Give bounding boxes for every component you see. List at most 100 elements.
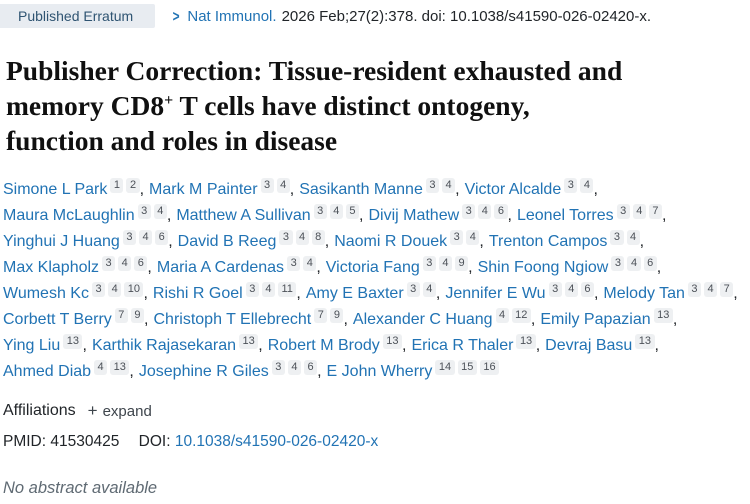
author-link[interactable]: Christoph T Ellebrecht [153,311,312,328]
author-link[interactable]: Josephine R Giles [138,363,269,380]
author-separator: , [535,337,541,354]
affiliation-number-badge: 4 [287,359,301,375]
author-link[interactable]: Wumesh Kc [3,285,89,302]
author-link[interactable]: Devraj Basu [545,337,633,354]
author-separator: , [166,207,172,224]
author-item: Erica R Thaler 13, [411,333,540,359]
affiliation-number-badge: 3 [260,177,274,193]
author-link[interactable]: Divij Mathew [368,207,460,224]
affiliation-number-badge: 6 [580,281,594,297]
author-item: Simone L Park 1 2, [3,177,144,203]
author-separator: , [593,285,599,302]
affiliation-number-badge: 7 [114,307,128,323]
author-link[interactable]: Rishi R Goel [152,285,243,302]
author-link[interactable]: E John Wherry [326,363,433,380]
author-link[interactable]: Shin Foong Ngiow [477,259,609,276]
affiliation-number-badge: 14 [435,359,455,375]
pmid-label: PMID: [3,433,47,450]
author-item: Devraj Basu 13, [545,333,659,359]
author-link[interactable]: Jennifer E Wu [445,285,546,302]
affiliation-number-badge: 4 [495,307,509,323]
author-link[interactable]: Naomi R Douek [334,233,448,250]
pubmed-article-page: Published Erratum > Nat Immunol. 2026 Fe… [0,4,750,504]
affiliation-number-badge: 4 [704,281,718,297]
affiliation-number-badge: 4 [118,255,132,271]
affiliation-number-badge: 3 [450,229,464,245]
affiliation-number-badge: 4 [153,203,167,219]
affiliation-number-badge: 6 [643,255,657,271]
author-link[interactable]: Mark M Painter [149,181,258,198]
journal-link[interactable]: Nat Immunol. [187,7,277,25]
affiliation-number-badge: 9 [130,307,145,323]
affiliation-number-badge: 3 [611,255,625,271]
author-link[interactable]: Erica R Thaler [411,337,514,354]
author-link[interactable]: Yinghui J Huang [3,233,120,250]
affiliation-number-badge: 3 [406,281,420,297]
author-item: Rishi R Goel 3 4 11, [153,281,301,307]
author-item: Maura McLaughlin 3 4, [3,203,171,229]
author-link[interactable]: David B Reeg [177,233,277,250]
author-separator: , [468,259,473,276]
author-link[interactable]: Simone L Park [3,181,108,198]
author-separator: , [656,259,662,276]
author-link[interactable]: Ying Liu [3,337,61,354]
author-link[interactable]: Maria A Cardenas [156,259,285,276]
author-link[interactable]: Victoria Fang [325,259,420,276]
affiliation-number-badge: 3 [122,229,136,245]
author-item: Ying Liu 13, [3,333,87,359]
affiliation-number-badge: 4 [276,177,290,193]
affiliation-number-badge: 4 [627,255,641,271]
doi-link[interactable]: 10.1038/s41590-026-02420-x [174,433,379,450]
author-separator: , [733,285,738,302]
affiliations-expand-button[interactable]: + expand [88,401,152,421]
author-link[interactable]: Melody Tan [603,285,685,302]
author-link[interactable]: Matthew A Sullivan [176,207,311,224]
doi-label: DOI: [138,433,171,450]
article-title: Publisher Correction: Tissue-resident ex… [6,55,623,156]
article-header-row: Published Erratum > Nat Immunol. 2026 Fe… [0,4,750,28]
affiliation-number-badge: 12 [511,307,531,323]
author-item: Melody Tan 3 4 7, [603,280,738,307]
affiliation-superscripts: 14 15 16 [432,358,500,375]
author-item: Trenton Campos 3 4, [489,229,644,255]
author-item: Matthew A Sullivan 3 4 5, [176,203,363,229]
author-link[interactable]: Trenton Campos [488,233,608,250]
author-separator: , [672,311,678,328]
author-separator: , [593,181,598,198]
affiliation-number-badge: 4 [564,281,578,297]
journal-citation-trigger[interactable]: > Nat Immunol. [172,7,277,25]
affiliation-number-badge: 6 [303,359,318,375]
author-link[interactable]: Corbett T Berry [3,311,112,328]
author-separator: , [147,259,152,276]
author-link[interactable]: Victor Alcalde [464,181,562,198]
author-item: Jennifer E Wu 3 4 6, [445,281,598,307]
author-link[interactable]: Max Klapholz [3,259,100,276]
author-item: Divij Mathew 3 4 6, [368,203,512,229]
author-link[interactable]: Ahmed Diab [3,363,92,380]
affiliation-superscripts: 4 13 [91,358,130,375]
publication-type-badge: Published Erratum [0,4,156,28]
author-link[interactable]: Maura McLaughlin [3,207,135,224]
author-link[interactable]: Robert M Brody [267,337,380,354]
author-link[interactable]: Emily Papazian [540,311,651,328]
author-link[interactable]: Alexander C Huang [352,311,493,328]
author-link[interactable]: Karthik Rajasekaran [91,337,237,354]
affiliation-number-badge: 16 [479,359,500,375]
affiliation-superscripts: 13 [380,332,403,349]
affiliation-number-badge: 11 [277,281,297,297]
author-separator: , [507,207,512,224]
author-separator: , [343,311,348,328]
author-link[interactable]: Amy E Baxter [305,285,404,302]
affiliation-superscripts: 13 [60,332,83,349]
author-link[interactable]: Leonel Torres [516,207,614,224]
author-link[interactable]: Sasikanth Manne [299,181,423,198]
affiliation-number-badge: 13 [653,307,673,323]
affiliation-number-badge: 3 [687,281,702,297]
